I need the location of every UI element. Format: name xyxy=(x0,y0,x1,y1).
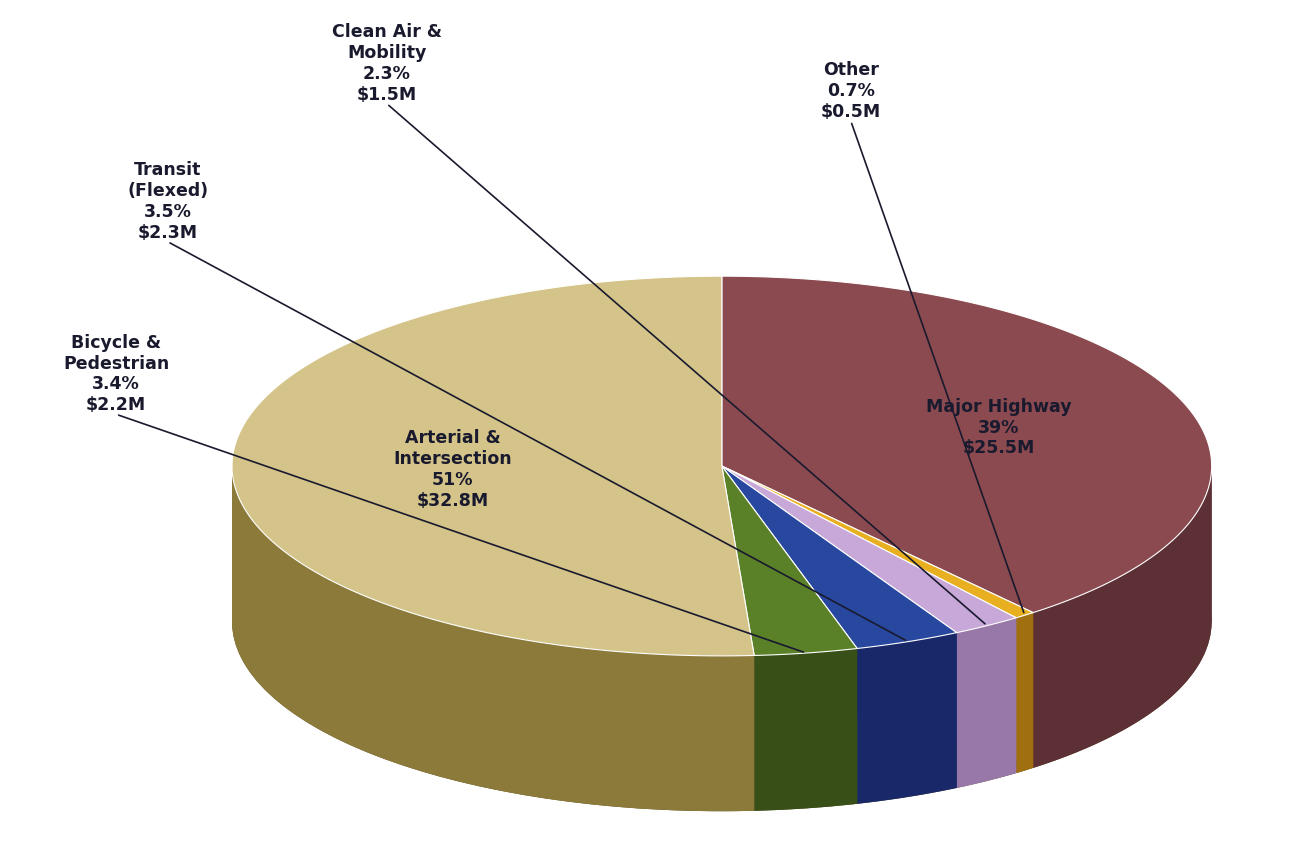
Polygon shape xyxy=(232,276,754,656)
Polygon shape xyxy=(722,466,1016,633)
Polygon shape xyxy=(232,466,722,622)
Text: Arterial &
Intersection
51%
$32.8M: Arterial & Intersection 51% $32.8M xyxy=(393,429,512,510)
Polygon shape xyxy=(754,648,857,811)
Polygon shape xyxy=(232,467,754,811)
Polygon shape xyxy=(722,466,1016,773)
Polygon shape xyxy=(722,466,1212,622)
Polygon shape xyxy=(1016,613,1034,773)
Polygon shape xyxy=(857,633,956,803)
Polygon shape xyxy=(722,466,1034,768)
Text: Transit
(Flexed)
3.5%
$2.3M: Transit (Flexed) 3.5% $2.3M xyxy=(128,161,208,242)
Polygon shape xyxy=(722,466,956,788)
Polygon shape xyxy=(722,466,754,811)
Polygon shape xyxy=(722,466,754,811)
Text: Bicycle &
Pedestrian
3.4%
$2.2M: Bicycle & Pedestrian 3.4% $2.2M xyxy=(63,334,169,414)
Text: Clean Air &
Mobility
2.3%
$1.5M: Clean Air & Mobility 2.3% $1.5M xyxy=(331,23,442,104)
Polygon shape xyxy=(722,466,1034,618)
Polygon shape xyxy=(722,466,857,656)
Text: Major Highway
39%
$25.5M: Major Highway 39% $25.5M xyxy=(926,398,1071,457)
Polygon shape xyxy=(722,466,956,788)
Text: Other
0.7%
$0.5M: Other 0.7% $0.5M xyxy=(821,61,880,121)
Polygon shape xyxy=(956,618,1016,788)
Polygon shape xyxy=(722,466,857,803)
Polygon shape xyxy=(722,466,1016,773)
Polygon shape xyxy=(722,466,956,648)
Ellipse shape xyxy=(232,432,1212,811)
Polygon shape xyxy=(722,466,857,803)
Polygon shape xyxy=(722,466,1034,768)
Polygon shape xyxy=(722,276,1212,613)
Polygon shape xyxy=(1034,467,1212,768)
